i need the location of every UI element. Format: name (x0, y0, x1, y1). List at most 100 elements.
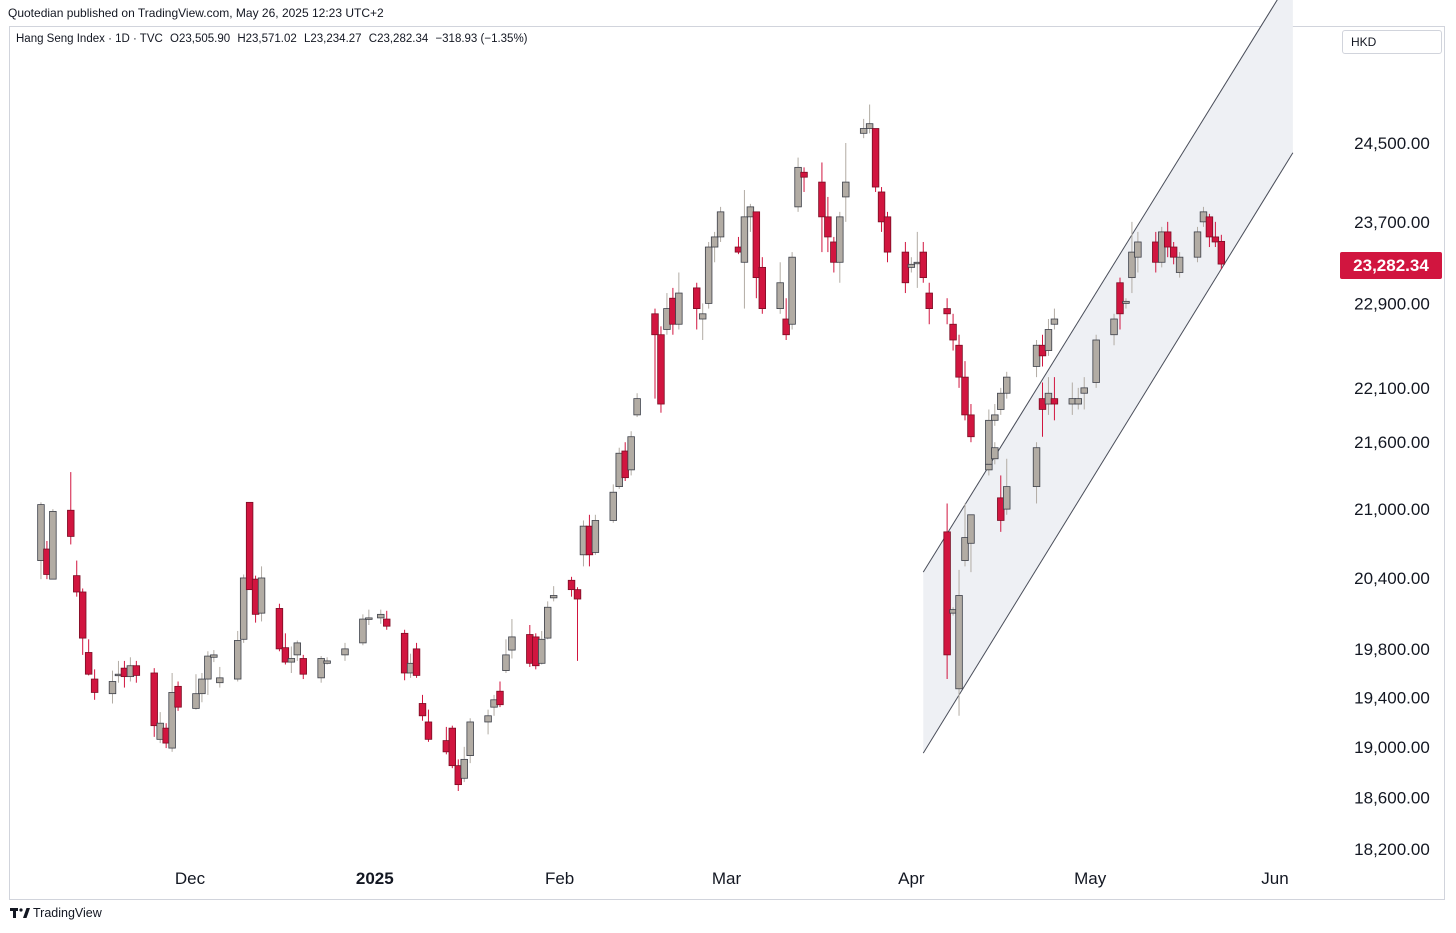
candle-body (1044, 329, 1053, 351)
candle (949, 313, 957, 351)
candle (1080, 377, 1088, 410)
candle-body (400, 632, 409, 674)
candle-body (567, 579, 576, 591)
candle-body (448, 727, 457, 767)
candle (651, 308, 659, 399)
candle (400, 629, 409, 681)
candle-body (949, 323, 957, 341)
change-value: −318.93 (−1.35%) (435, 33, 528, 45)
candle (484, 709, 492, 735)
candle-body (543, 606, 552, 639)
publisher-credit: Quotedian published on TradingView.com, … (8, 6, 384, 20)
candle (1003, 458, 1011, 515)
candle (871, 128, 880, 192)
candle (424, 709, 433, 742)
candle-body (108, 681, 117, 695)
candle-body (466, 721, 474, 756)
candle (174, 681, 182, 711)
y-tick-label: 19,800.00 (1354, 640, 1430, 659)
candle (365, 609, 373, 626)
candle (257, 566, 266, 622)
candle (859, 118, 868, 139)
candle-body (716, 211, 725, 238)
candle-body (359, 618, 367, 644)
candle (907, 257, 916, 273)
candle-body (1128, 251, 1136, 279)
candle (1074, 387, 1082, 410)
candle-body (1211, 236, 1220, 243)
candle-body (752, 211, 761, 279)
candle (985, 453, 993, 476)
candle-body (818, 181, 826, 218)
candle (460, 746, 468, 783)
candle (1044, 319, 1053, 356)
candle (824, 196, 832, 253)
candle-body (317, 658, 325, 679)
candle (1163, 221, 1172, 258)
candle-body (877, 191, 886, 223)
candle (78, 588, 87, 655)
open-value: O23,505.90 (170, 33, 231, 45)
candle-body (794, 166, 802, 208)
candle-body (1205, 216, 1214, 238)
candle (943, 298, 951, 325)
candle (245, 501, 254, 591)
candle-body (955, 595, 963, 690)
candle (1205, 213, 1214, 248)
candle-body (287, 658, 296, 663)
candle-body (907, 263, 916, 268)
x-tick-label: Mar (712, 869, 742, 888)
candle (293, 640, 302, 661)
candle-body (1032, 447, 1041, 488)
candle-body (776, 282, 784, 309)
candle (1128, 221, 1136, 294)
candle-body (233, 640, 242, 680)
candle-body (943, 308, 951, 315)
candle (1211, 221, 1220, 248)
candle (466, 718, 474, 764)
candle-body (925, 292, 933, 309)
candle-body (740, 216, 749, 263)
trend-channel-area (923, 0, 1293, 754)
candle-body (150, 672, 158, 727)
candle (997, 387, 1005, 415)
candle (448, 725, 457, 769)
candle-body (1217, 240, 1226, 265)
candle (955, 569, 963, 716)
candle (132, 660, 141, 683)
candle-body (245, 501, 254, 591)
currency-selector[interactable]: HKD (1342, 30, 1442, 54)
candle-body (782, 318, 790, 336)
tradingview-logo: TradingView (10, 906, 102, 920)
candle-body (967, 414, 975, 438)
channel-lower-line (922, 152, 1294, 754)
candle-body (961, 376, 969, 416)
candle-body (967, 514, 975, 544)
candle-body (257, 577, 266, 614)
candle-body (502, 654, 510, 671)
candle-body (633, 398, 641, 416)
candle (192, 674, 200, 710)
candle-body (424, 721, 433, 740)
candle-body (323, 660, 331, 664)
candle-body (1074, 398, 1082, 405)
candle-body (865, 123, 874, 129)
candle-body (591, 520, 600, 553)
candle-body (704, 246, 713, 304)
candle-body (961, 537, 969, 561)
candle-body (573, 589, 582, 600)
candle (1092, 334, 1100, 388)
channel-upper-line (922, 0, 1278, 573)
candle-body (710, 236, 719, 248)
candle (287, 646, 296, 673)
candle (704, 241, 713, 309)
candle (961, 361, 969, 421)
chart-frame (9, 26, 1445, 900)
candle-body (67, 509, 75, 537)
candle-body (496, 690, 504, 706)
y-tick-label: 18,200.00 (1354, 840, 1430, 859)
y-tick-label: 21,000.00 (1354, 500, 1430, 519)
candle-body (383, 618, 391, 627)
candle (627, 431, 635, 476)
